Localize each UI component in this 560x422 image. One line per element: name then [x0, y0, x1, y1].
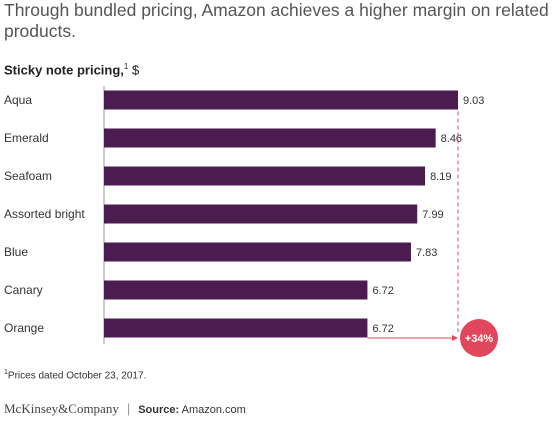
value-label: 8.19: [430, 171, 451, 183]
footnote-text: Prices dated October 23, 2017.: [7, 370, 147, 382]
annotation-badge: [460, 319, 498, 357]
chart-title-text: Sticky note pricing,: [4, 62, 124, 78]
annotation-badge-text: +34%: [465, 333, 494, 345]
bar: [104, 242, 411, 262]
category-label: Aqua: [4, 93, 32, 107]
value-label: 8.46: [441, 133, 462, 145]
value-label: 9.03: [463, 95, 484, 107]
category-label: Orange: [4, 321, 44, 335]
bar: [104, 318, 368, 338]
value-label: 6.72: [372, 323, 393, 335]
value-label: 7.83: [416, 247, 437, 259]
chart-title-unit: $: [128, 62, 140, 78]
source-text: Amazon.com: [179, 404, 246, 416]
value-label: 6.72: [372, 285, 393, 297]
category-label: Canary: [4, 283, 43, 297]
bar: [104, 166, 426, 186]
bar: [104, 90, 458, 110]
footer: McKinsey&Company | Source: Amazon.com: [4, 401, 246, 417]
category-label: Seafoam: [4, 169, 52, 183]
chart-title: Sticky note pricing,1 $: [4, 62, 139, 77]
chart-title-footnote-marker: 1: [123, 62, 129, 71]
value-label: 7.99: [422, 209, 443, 221]
bar: [104, 204, 418, 224]
bar: [104, 128, 436, 148]
source-label: Source:: [138, 404, 180, 416]
brand-logo: McKinsey&Company: [4, 401, 119, 416]
headline: Through bundled pricing, Amazon achieves…: [4, 0, 549, 41]
bar-chart: Aqua 9.03 Emerald 8.46 Seafoam 8.19 Assorted b…: [4, 86, 498, 357]
footnote-marker: 1: [4, 369, 8, 376]
category-label: Assorted bright: [4, 207, 85, 221]
annotation-arrow-head: [452, 335, 458, 341]
footnote: 1Prices dated October 23, 2017.: [4, 369, 146, 381]
bar: [104, 280, 368, 300]
category-label: Emerald: [4, 131, 49, 145]
category-label: Blue: [4, 245, 28, 259]
footer-separator: |: [126, 401, 131, 416]
